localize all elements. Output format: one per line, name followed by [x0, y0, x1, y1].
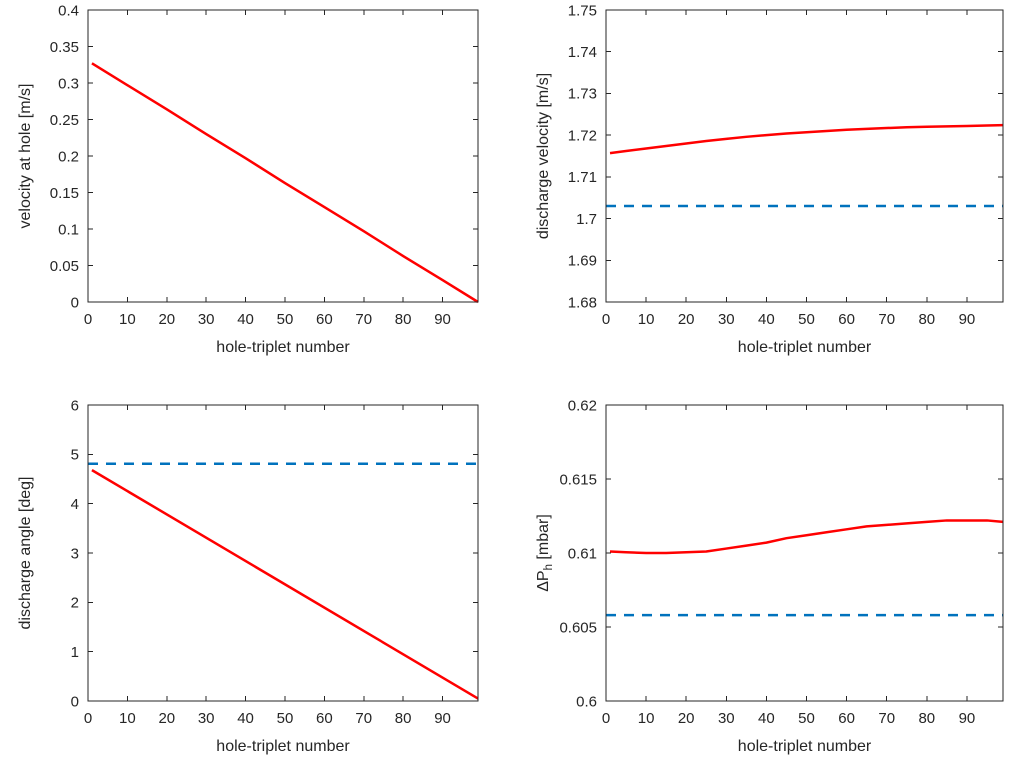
subplot-discharge-velocity: 0 10 20 30 40 50 60 70 80 90 1.68 1.69 1.7 1.71 1.72 1.… [520, 0, 1027, 392]
y-tick-label: 0.615 [559, 471, 597, 488]
y-tick-label: 1.75 [568, 2, 597, 19]
x-tick-label: 30 [198, 311, 215, 328]
x-tick-label: 0 [602, 710, 610, 727]
x-axis-label: hole-triplet number [216, 738, 350, 755]
chart-discharge-velocity: 0 10 20 30 40 50 60 70 80 90 1.68 1.69 1.7 1.71 1.72 1.… [535, 2, 1004, 356]
y-tick-label: 3 [71, 545, 79, 562]
y-tick-label: 0.4 [58, 2, 79, 19]
y-tick-label: 6 [71, 397, 79, 414]
y-tick-label: 1.71 [568, 169, 597, 186]
x-tick-label: 90 [434, 311, 451, 328]
x-tick-label: 0 [602, 311, 610, 328]
x-tick-label: 70 [878, 311, 895, 328]
x-tick-label: 20 [158, 311, 175, 328]
x-tick-label: 50 [798, 311, 815, 328]
discharge-velocity-curve [609, 123, 1004, 155]
x-tick-label: 90 [434, 710, 451, 727]
x-tick-label: 40 [237, 311, 254, 328]
x-tick-label: 70 [878, 710, 895, 727]
x-tick-label: 40 [758, 710, 775, 727]
delta-p-curve [609, 519, 1004, 555]
x-tick-label: 0 [84, 311, 92, 328]
x-tick-label: 10 [638, 311, 655, 328]
x-tick-label: 10 [119, 710, 136, 727]
y-tick-label: 0.6 [576, 693, 597, 710]
y-tick-label: 0.25 [50, 112, 79, 129]
x-tick-label: 40 [237, 710, 254, 727]
y-tick-label: 0.05 [50, 258, 79, 275]
y-tick-label: 1.73 [568, 86, 597, 103]
x-tick-label: 80 [918, 710, 935, 727]
x-tick-label: 80 [395, 311, 412, 328]
x-tick-label: 90 [959, 311, 976, 328]
y-tick-label: 1.69 [568, 253, 597, 270]
x-tick-label: 10 [638, 710, 655, 727]
y-tick-label: 0.3 [58, 75, 79, 92]
x-tick-label: 50 [277, 710, 294, 727]
subplot-velocity-at-hole: 0 10 20 30 40 50 60 70 80 90 0 0.05 0.1 0.15 0.2 0.25 0.… [0, 0, 520, 392]
y-tick-label: 0.35 [50, 39, 79, 56]
series-group [88, 462, 479, 700]
series-group [606, 519, 1004, 617]
y-tick-label: 5 [71, 447, 79, 464]
y-axis-label: ΔPh [mbar] [535, 514, 555, 592]
subplot-delta-p: 0 10 20 30 40 50 60 70 80 90 0.6 0.605 0.61 0.615 0.62… [520, 392, 1027, 784]
y-axis-label: discharge velocity [m/s] [535, 73, 552, 239]
series-group [91, 62, 479, 304]
chart-velocity-at-hole: 0 10 20 30 40 50 60 70 80 90 0 0.05 0.1 0.15 0.2 0.25 0.… [17, 2, 479, 356]
velocity-at-hole-line [91, 62, 479, 304]
y-tick-label: 0.15 [50, 185, 79, 202]
y-tick-label: 4 [71, 496, 79, 513]
y-tick-label: 0.1 [58, 221, 79, 238]
axes-box [605, 9, 1004, 303]
y-tick-label: 0.61 [568, 545, 597, 562]
axes-box [87, 9, 479, 303]
x-tick-label: 60 [316, 311, 333, 328]
x-axis-label: hole-triplet number [738, 738, 872, 755]
y-tick-label: 0.605 [559, 619, 597, 636]
x-tick-label: 40 [758, 311, 775, 328]
x-tick-label: 60 [838, 710, 855, 727]
chart-delta-p-hole: 0 10 20 30 40 50 60 70 80 90 0.6 0.605 0.61 0.615 0.62… [535, 397, 1004, 755]
axes-box [87, 404, 479, 702]
y-tick-label: 0.2 [58, 148, 79, 165]
x-axis-label: hole-triplet number [738, 339, 872, 356]
axes-box [605, 404, 1004, 702]
x-tick-label: 60 [838, 311, 855, 328]
x-tick-label: 70 [355, 311, 372, 328]
x-tick-label: 60 [316, 710, 333, 727]
x-tick-label: 10 [119, 311, 136, 328]
series-group [606, 123, 1004, 208]
x-tick-label: 50 [798, 710, 815, 727]
x-tick-label: 80 [395, 710, 412, 727]
subplot-discharge-angle: 0 10 20 30 40 50 60 70 80 90 0 1 2 3 4 5 6 hole-triplet n… [0, 392, 520, 784]
discharge-angle-line [91, 469, 479, 700]
x-axis-label: hole-triplet number [216, 339, 350, 356]
x-tick-label: 20 [678, 311, 695, 328]
x-tick-label: 30 [198, 710, 215, 727]
x-tick-label: 90 [959, 710, 976, 727]
y-tick-label: 2 [71, 595, 79, 612]
x-tick-label: 20 [158, 710, 175, 727]
y-tick-label: 1.74 [568, 44, 597, 61]
y-tick-label: 0 [71, 693, 79, 710]
y-tick-label: 0.62 [568, 397, 597, 414]
x-tick-label: 0 [84, 710, 92, 727]
x-tick-label: 30 [718, 311, 735, 328]
x-tick-label: 80 [918, 311, 935, 328]
chart-discharge-angle: 0 10 20 30 40 50 60 70 80 90 0 1 2 3 4 5 6 hole-triplet n… [17, 397, 479, 755]
y-tick-label: 1 [71, 644, 79, 661]
x-tick-label: 20 [678, 710, 695, 727]
y-axis-label: velocity at hole [m/s] [17, 84, 34, 229]
x-tick-label: 50 [277, 311, 294, 328]
x-tick-label: 70 [355, 710, 372, 727]
y-tick-label: 1.72 [568, 127, 597, 144]
y-axis-label: discharge angle [deg] [17, 477, 34, 630]
y-tick-label: 1.68 [568, 294, 597, 311]
y-tick-label: 0 [71, 294, 79, 311]
y-tick-label: 1.7 [576, 211, 597, 228]
x-tick-label: 30 [718, 710, 735, 727]
